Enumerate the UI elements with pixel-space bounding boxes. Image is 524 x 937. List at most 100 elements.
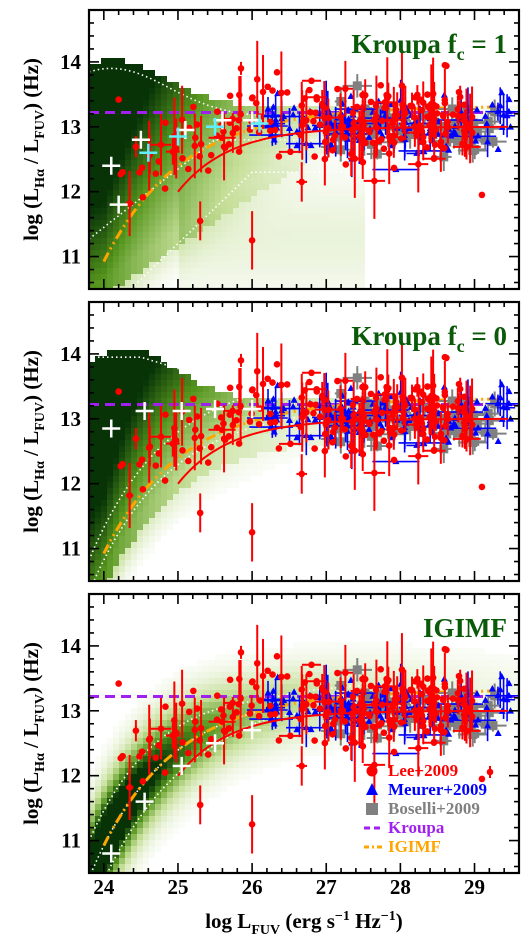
- meurer-point: [445, 438, 453, 445]
- lee-point: [321, 447, 329, 455]
- lee-point: [264, 375, 271, 383]
- boselli-point: [439, 736, 449, 746]
- lee-point: [178, 700, 186, 708]
- lee-point: [353, 395, 361, 403]
- meurer-point: [365, 133, 373, 140]
- lee-point: [162, 703, 169, 711]
- boselli-point: [352, 81, 362, 91]
- lee-point: [439, 696, 447, 704]
- lee-point: [157, 725, 165, 733]
- lee-point: [433, 110, 441, 117]
- meurer-point: [285, 416, 293, 424]
- lee-point: [161, 185, 169, 192]
- lee-point: [196, 217, 204, 225]
- legend-marker-triangle: [366, 783, 378, 795]
- lee-point: [275, 445, 283, 452]
- lee-point: [441, 436, 448, 444]
- boselli-point: [468, 730, 478, 740]
- lee-point: [381, 104, 388, 112]
- lee-point: [369, 431, 377, 438]
- lee-point: [393, 695, 401, 703]
- lee-point: [162, 119, 169, 127]
- lee-point: [433, 694, 441, 701]
- lee-point: [468, 405, 476, 413]
- lee-point: [190, 687, 197, 695]
- lee-point: [152, 462, 160, 469]
- lee-point: [376, 137, 383, 145]
- lee-point: [312, 401, 319, 409]
- lee-point: [196, 737, 204, 744]
- lee-point: [441, 714, 449, 722]
- lee-point: [449, 695, 457, 702]
- lee-point: [248, 702, 255, 710]
- lee-point: [441, 61, 449, 69]
- meurer-point: [494, 437, 502, 444]
- meurer-point: [285, 124, 293, 132]
- lee-point: [269, 379, 276, 386]
- lee-point: [380, 729, 388, 737]
- lee-point: [275, 153, 283, 160]
- lee-point: [115, 388, 122, 395]
- lee-point: [376, 429, 383, 437]
- plot-frame: [87, 8, 521, 291]
- lee-point: [320, 396, 328, 404]
- lee-point: [271, 418, 279, 426]
- meurer-point: [484, 137, 492, 145]
- lee-point: [393, 111, 401, 119]
- legend-label: Meurer+2009: [388, 780, 487, 799]
- lee-point: [235, 700, 243, 708]
- lee-point: [266, 410, 274, 418]
- lee-point: [419, 99, 427, 107]
- lee-point: [256, 697, 264, 704]
- meurer-point: [345, 407, 353, 414]
- meurer-point: [496, 685, 504, 693]
- lee-point: [316, 705, 324, 712]
- meurer-point: [488, 685, 496, 692]
- lee-point: [386, 429, 394, 437]
- boselli-point: [405, 713, 415, 723]
- boselli-point: [369, 129, 379, 139]
- lee-point: [307, 692, 314, 700]
- y-tick-label: 11: [61, 829, 81, 853]
- meurer-point: [484, 721, 492, 729]
- lee-point: [233, 416, 240, 424]
- lee-point: [460, 127, 468, 134]
- lee-point: [152, 754, 160, 761]
- lee-point: [393, 403, 401, 411]
- boselli-point: [472, 127, 482, 137]
- meurer-point: [447, 715, 455, 723]
- lee-point: [196, 445, 204, 452]
- lee-point: [341, 426, 349, 433]
- x-tick-label: 29: [464, 875, 485, 899]
- y-tick-label: 12: [60, 472, 81, 496]
- lee-point: [266, 702, 274, 710]
- lee-point: [248, 94, 256, 102]
- meurer-point: [269, 103, 277, 110]
- lee-point: [419, 133, 427, 141]
- lee-point: [271, 126, 279, 134]
- boselli-point: [468, 438, 478, 448]
- boselli-point: [405, 421, 415, 431]
- lee-point: [384, 678, 391, 686]
- meurer-point: [500, 111, 508, 118]
- lee-point: [246, 418, 254, 425]
- lee-point: [321, 155, 329, 163]
- lee-point: [248, 237, 256, 244]
- lee-point: [179, 155, 186, 162]
- lee-point: [303, 116, 310, 124]
- boselli-point: [362, 701, 372, 711]
- meurer-point: [505, 95, 513, 103]
- lee-point: [248, 678, 256, 686]
- boselli-point: [447, 688, 457, 698]
- y-tick-label: 13: [60, 115, 81, 139]
- meurer-point: [272, 700, 280, 707]
- lee-point: [313, 677, 320, 685]
- meurer-point: [271, 411, 279, 419]
- lee-point: [266, 118, 274, 126]
- boselli-point: [334, 422, 344, 432]
- lee-point: [313, 93, 320, 101]
- boselli-point: [442, 721, 452, 731]
- lee-point: [126, 492, 133, 499]
- lee-point: [303, 408, 310, 416]
- lee-point: [359, 117, 367, 125]
